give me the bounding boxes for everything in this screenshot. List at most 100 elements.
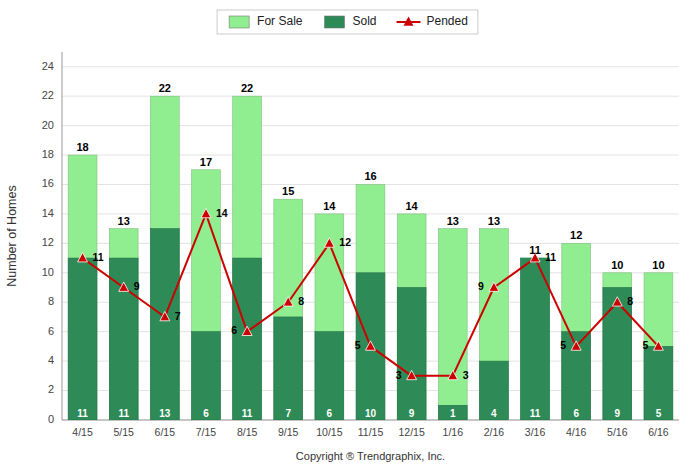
y-tick-label: 16 [42, 177, 54, 189]
x-tick-label: 5/15 [113, 426, 134, 438]
bar-label: 11 [242, 408, 253, 419]
bar-label: 10 [652, 259, 664, 271]
x-tick-label: 11/15 [358, 426, 384, 438]
x-tick-label: 10/15 [316, 426, 342, 438]
bar [644, 346, 673, 420]
line-label: 11 [545, 251, 556, 263]
y-tick-label: 2 [48, 383, 54, 395]
legend-item: For Sale [229, 14, 303, 28]
bar-label: 11 [118, 408, 129, 419]
y-tick-label: 10 [42, 266, 54, 278]
bar-label: 14 [323, 200, 336, 212]
x-tick-label: 8/15 [237, 426, 258, 438]
y-tick-label: 8 [48, 295, 54, 307]
bar-label: 11 [77, 408, 88, 419]
bar [192, 332, 221, 420]
bar-label: 6 [327, 408, 333, 419]
marker [571, 341, 581, 350]
bar-label: 13 [447, 215, 459, 227]
bar [480, 361, 509, 420]
x-tick-label: 12/15 [398, 426, 424, 438]
bar-label: 1 [450, 408, 456, 419]
bar [315, 332, 344, 420]
y-tick-label: 14 [42, 207, 54, 219]
x-tick-label: 2/16 [484, 426, 505, 438]
bar-label: 13 [488, 215, 500, 227]
bar-label: 16 [364, 170, 376, 182]
y-tick-label: 18 [42, 148, 54, 160]
grid-line [62, 66, 679, 67]
line-label: 6 [231, 324, 237, 336]
bar-label: 13 [118, 215, 130, 227]
bar [356, 184, 385, 420]
bar-label: 11 [530, 408, 541, 419]
bar-label: 4 [491, 408, 497, 419]
line-label: 9 [134, 280, 140, 292]
y-axis-title: Number of Homes [5, 185, 19, 286]
bar-label: 11 [529, 244, 541, 256]
line-label: 5 [560, 339, 566, 351]
line-label: 9 [478, 280, 484, 292]
bar-label: 13 [159, 408, 171, 419]
bar-label: 10 [611, 259, 623, 271]
line-label: 7 [175, 310, 181, 322]
legend: For Sale Sold Pended [217, 10, 478, 34]
x-tick-label: 3/16 [525, 426, 546, 438]
line-label: 12 [339, 236, 351, 248]
line-label: 3 [463, 369, 469, 381]
x-tick-label: 7/15 [196, 426, 217, 438]
legend-item: Sold [324, 14, 376, 28]
y-tick-label: 22 [42, 89, 54, 101]
x-tick-label: 5/16 [607, 426, 628, 438]
bar [68, 258, 97, 420]
bar [521, 258, 550, 420]
bar-label: 5 [656, 408, 662, 419]
x-tick-label: 4/16 [566, 426, 587, 438]
legend-label: Pended [427, 14, 468, 28]
y-tick-label: 12 [42, 236, 54, 248]
bar-label: 9 [409, 408, 415, 419]
grid [62, 67, 679, 420]
bar-label: 17 [200, 156, 212, 168]
bar [480, 229, 509, 420]
marker [366, 341, 376, 350]
x-axis-title: Copyright ® Trendgraphix, Inc. [296, 450, 445, 462]
bar [233, 258, 262, 420]
y-tick-label: 24 [42, 60, 54, 72]
marker [201, 208, 211, 217]
bar [68, 155, 97, 420]
x-tick-label: 1/16 [443, 426, 464, 438]
data-labels: 1813221722151416141313111210101111136117… [76, 82, 664, 419]
line-label: 14 [216, 207, 228, 219]
line [83, 214, 659, 376]
marker [78, 253, 88, 262]
bar [150, 229, 179, 420]
bar-label: 15 [282, 185, 294, 197]
y-tick-label: 20 [42, 119, 54, 131]
bar-label: 22 [159, 82, 171, 94]
x-tick-label: 9/15 [278, 426, 299, 438]
legend-swatch [324, 16, 344, 28]
bar [150, 96, 179, 420]
y-tick-label: 0 [48, 413, 54, 425]
marker [324, 238, 334, 247]
bar-label: 12 [570, 229, 582, 241]
marker [119, 282, 129, 291]
bar-label: 6 [203, 408, 209, 419]
y-tick-label: 6 [48, 325, 54, 337]
x-tick-label: 4/15 [72, 426, 93, 438]
bar [274, 317, 303, 420]
bar [438, 405, 467, 420]
marker [283, 297, 293, 306]
line-label: 5 [643, 339, 649, 351]
marker [407, 370, 417, 379]
bar-label: 7 [285, 408, 291, 419]
legend-swatch [229, 16, 249, 28]
marker [612, 297, 622, 306]
bar [397, 288, 426, 420]
chart: 0246810121416182022244/155/156/157/158/1… [0, 0, 695, 472]
bar [603, 288, 632, 420]
line-label: 3 [396, 369, 402, 381]
bar [438, 229, 467, 420]
legend-swatch [404, 17, 414, 26]
